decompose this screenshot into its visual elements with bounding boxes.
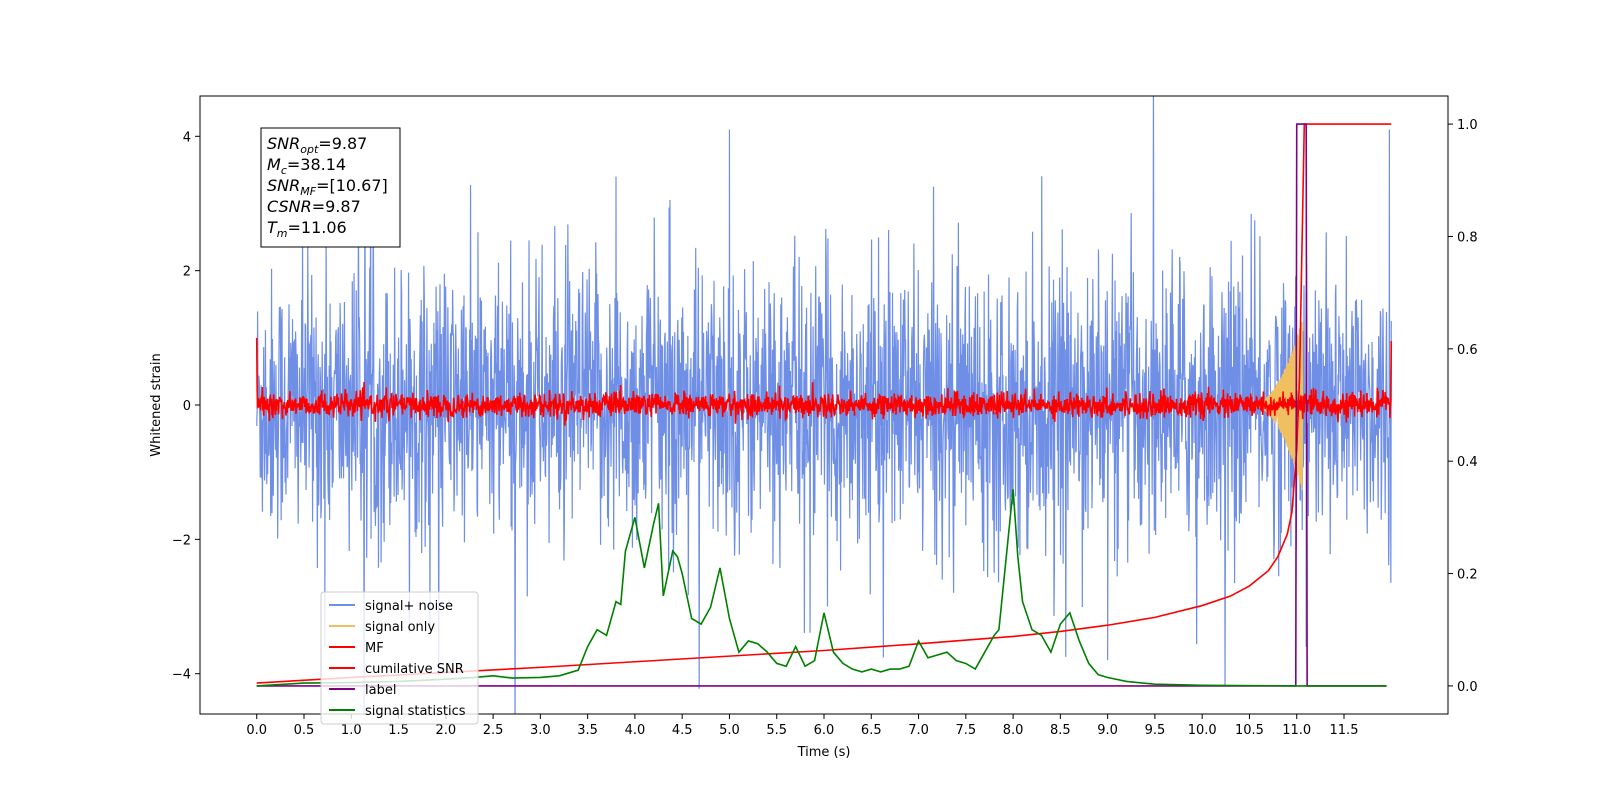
x-tick-label: 10.0: [1188, 723, 1217, 738]
x-tick-label: 3.5: [577, 723, 598, 738]
x-tick-label: 9.0: [1097, 723, 1118, 738]
legend-entry: label: [365, 683, 396, 698]
x-tick-label: 5.0: [719, 723, 740, 738]
series-mf: [255, 337, 1393, 426]
x-tick-label: 3.0: [530, 723, 551, 738]
y-tick-label: −4: [172, 668, 191, 683]
x-tick-label: 6.0: [814, 723, 835, 738]
x-tick-label: 9.5: [1145, 723, 1166, 738]
y-axis-right: 0.0 0.2 0.4 0.6 0.8 1.0: [1448, 118, 1478, 695]
annotation-line: CSNR=9.87: [267, 197, 361, 216]
annotation-line: SNRopt=9.87: [267, 134, 367, 156]
x-tick-label: 6.5: [861, 723, 882, 738]
y2-tick-label: 0.0: [1457, 680, 1478, 695]
x-tick-label: 2.0: [435, 723, 456, 738]
series-cumilative-snr: [256, 123, 1392, 684]
y-axis-left: −4 −2 0 2 4: [172, 130, 200, 683]
x-tick-label: 0.5: [294, 723, 315, 738]
x-axis: 0.0 0.5 1.0 1.5 2.0 2.5 3.0 3.5 4.0 4.5 5.0 5.5 6.0 6…: [246, 714, 1358, 738]
series-signal-noise: [256, 96, 1392, 714]
y-tick-label: −2: [172, 533, 191, 548]
x-tick-label: 11.0: [1282, 723, 1311, 738]
annotation-line: SNRMF=[10.67]: [267, 176, 388, 198]
series-layer: [255, 96, 1393, 714]
legend-entry: signal statistics: [365, 704, 466, 719]
x-tick-label: 2.5: [483, 723, 504, 738]
legend: signal+ noise signal only MF cumilative SNR…: [320, 591, 479, 725]
stats-annotation-box: SNRopt=9.87Mc=38.14SNRMF=[10.67]CSNR=9.8…: [260, 127, 401, 248]
legend-entry: MF: [365, 641, 384, 656]
y2-tick-label: 1.0: [1457, 118, 1478, 133]
x-tick-label: 10.5: [1235, 723, 1264, 738]
y2-tick-label: 0.8: [1457, 230, 1478, 245]
legend-frame: [320, 591, 479, 725]
x-tick-label: 5.5: [766, 723, 787, 738]
series-signal-statistics: [256, 489, 1387, 687]
x-tick-label: 8.5: [1050, 723, 1071, 738]
x-tick-label: 1.0: [341, 723, 362, 738]
y-axis-label: Whitened strain: [149, 353, 164, 456]
annotation-frame: [260, 127, 401, 248]
x-tick-label: 4.5: [672, 723, 693, 738]
y-tick-label: 2: [183, 265, 191, 280]
legend-entry: signal+ noise: [365, 599, 453, 614]
x-tick-label: 11.5: [1330, 723, 1359, 738]
legend-entry: signal only: [365, 620, 435, 635]
y2-tick-label: 0.4: [1457, 455, 1478, 470]
x-tick-label: 0.0: [246, 723, 267, 738]
x-tick-label: 7.5: [955, 723, 976, 738]
annotation-line: Mc=38.14: [267, 155, 346, 177]
x-tick-label: 1.5: [388, 723, 409, 738]
x-axis-label: Time (s): [797, 745, 851, 760]
x-tick-label: 7.0: [908, 723, 929, 738]
y2-tick-label: 0.6: [1457, 343, 1478, 358]
x-tick-label: 8.0: [1003, 723, 1024, 738]
legend-entry: cumilative SNR: [365, 662, 464, 677]
y-tick-label: 4: [183, 130, 191, 145]
x-tick-label: 4.0: [625, 723, 646, 738]
y-tick-label: 0: [183, 399, 191, 414]
y2-tick-label: 0.2: [1457, 568, 1478, 583]
annotation-line: Tm=11.06: [267, 218, 347, 240]
